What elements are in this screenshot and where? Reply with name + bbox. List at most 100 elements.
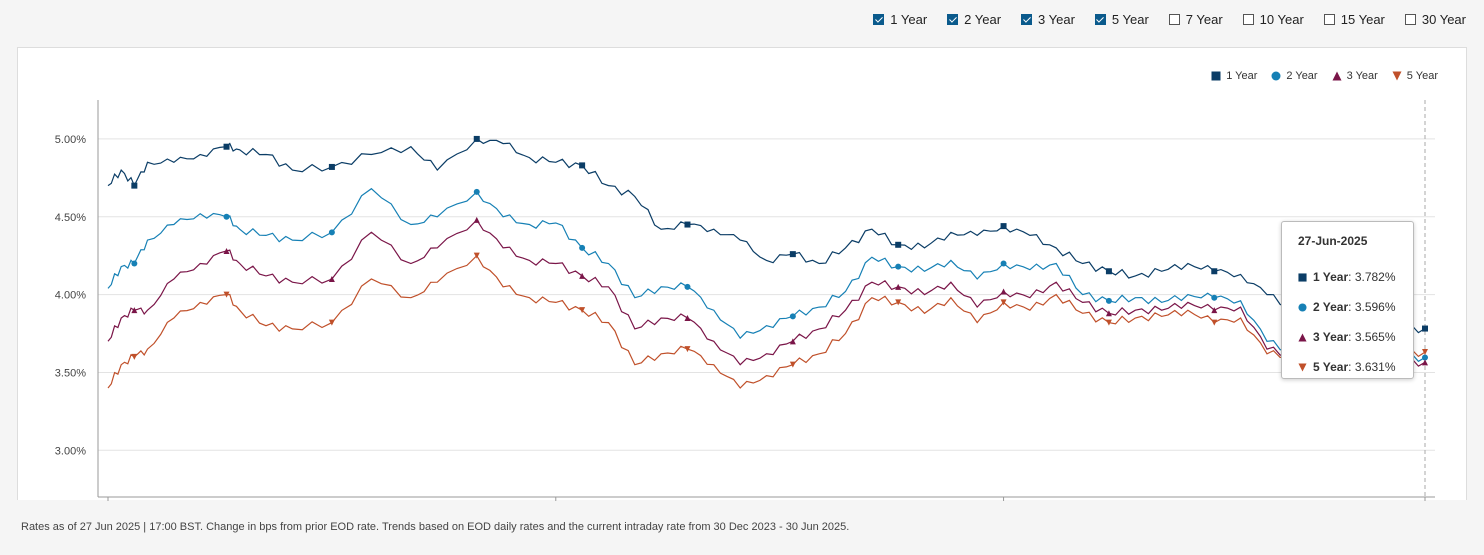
filter-5-year[interactable]: 5 Year bbox=[1094, 12, 1149, 27]
legend-item[interactable]: 5 Year bbox=[1392, 70, 1438, 82]
data-point bbox=[473, 216, 480, 223]
data-point bbox=[328, 163, 335, 170]
legend-label: 3 Year bbox=[1346, 70, 1378, 82]
footnote: Rates as of 27 Jun 2025 | 17:00 BST. Cha… bbox=[21, 521, 850, 533]
data-point bbox=[1000, 288, 1007, 295]
data-point bbox=[1211, 307, 1218, 314]
data-point bbox=[328, 319, 335, 326]
triangle-down-marker-icon bbox=[1392, 71, 1402, 81]
triangle-up-marker-icon bbox=[1298, 332, 1307, 342]
filter-2-year[interactable]: 2 Year bbox=[947, 12, 1001, 27]
checkbox-icon[interactable] bbox=[947, 14, 959, 25]
filter-15-year[interactable]: 15 Year bbox=[1323, 12, 1385, 27]
data-point bbox=[1211, 268, 1218, 275]
filter-label: 15 Year bbox=[1340, 12, 1385, 27]
y-tick-label: 3.50% bbox=[55, 367, 86, 379]
filter-1-year[interactable]: 1 Year bbox=[873, 12, 927, 27]
y-tick-label: 4.50% bbox=[55, 212, 86, 224]
data-point bbox=[1105, 310, 1112, 317]
tooltip-value: 5 Year: 3.631% bbox=[1313, 360, 1396, 374]
series-line bbox=[107, 187, 1426, 364]
filter-label: 30 Year bbox=[1421, 12, 1466, 27]
data-point bbox=[223, 143, 230, 150]
y-tick-label: 4.00% bbox=[55, 290, 86, 302]
legend-item[interactable]: 2 Year bbox=[1271, 70, 1318, 82]
circle-marker-icon bbox=[1298, 302, 1307, 312]
data-point bbox=[1211, 319, 1218, 326]
data-point bbox=[684, 283, 691, 290]
data-point bbox=[684, 314, 691, 321]
data-point bbox=[328, 276, 335, 283]
legend-label: 1 Year bbox=[1226, 70, 1258, 82]
data-point bbox=[895, 283, 902, 290]
data-point bbox=[1105, 297, 1112, 304]
series-line bbox=[107, 138, 1426, 334]
data-point bbox=[1105, 319, 1112, 326]
data-point bbox=[1000, 223, 1007, 230]
legend-item[interactable]: 3 Year bbox=[1332, 70, 1378, 82]
checkbox-icon[interactable] bbox=[873, 14, 885, 25]
filter-7-year[interactable]: 7 Year bbox=[1168, 12, 1223, 27]
data-point bbox=[328, 229, 335, 236]
y-tick-label: 5.00% bbox=[55, 134, 86, 146]
filter-30-year[interactable]: 30 Year bbox=[1404, 12, 1466, 27]
data-point bbox=[895, 241, 902, 248]
data-point bbox=[131, 182, 138, 189]
checkbox-icon[interactable] bbox=[1094, 14, 1106, 25]
tooltip-row: 2 Year: 3.596% bbox=[1298, 292, 1413, 322]
legend-label: 5 Year bbox=[1406, 70, 1438, 82]
data-point bbox=[131, 260, 138, 267]
data-point bbox=[684, 221, 691, 228]
data-point bbox=[223, 248, 230, 255]
filter-label: 2 Year bbox=[964, 12, 1002, 27]
tenor-filters: 1 Year 2 Year 3 Year 5 Year 7 Year 10 Year 15 … bbox=[873, 12, 1466, 27]
data-point bbox=[1422, 325, 1428, 332]
data-point bbox=[895, 263, 902, 270]
checkbox-icon[interactable] bbox=[1168, 14, 1180, 25]
legend-item[interactable]: 1 Year bbox=[1211, 70, 1257, 82]
data-point bbox=[684, 346, 691, 353]
filter-label: 5 Year bbox=[1111, 12, 1149, 27]
filter-3-year[interactable]: 3 Year bbox=[1021, 12, 1075, 27]
chart-tooltip: 27-Jun-2025 1 Year: 3.782% 2 Year: 3.596%… bbox=[1281, 221, 1414, 379]
data-point bbox=[1422, 359, 1428, 366]
filter-label: 10 Year bbox=[1259, 12, 1304, 27]
data-point bbox=[223, 213, 230, 220]
data-point bbox=[579, 244, 586, 251]
data-point bbox=[473, 188, 480, 195]
data-point bbox=[1211, 294, 1218, 301]
data-point bbox=[131, 307, 138, 314]
tooltip-row: 3 Year: 3.565% bbox=[1298, 322, 1413, 352]
data-point bbox=[895, 299, 902, 306]
tooltip-date: 27-Jun-2025 bbox=[1298, 234, 1368, 248]
data-point bbox=[1105, 268, 1112, 275]
filter-label: 1 Year bbox=[890, 12, 928, 27]
filter-10-year[interactable]: 10 Year bbox=[1242, 12, 1304, 27]
triangle-up-marker-icon bbox=[1332, 71, 1342, 81]
square-marker-icon bbox=[1298, 272, 1307, 282]
data-point bbox=[789, 338, 796, 345]
checkbox-icon[interactable] bbox=[1021, 14, 1033, 25]
line-chart: 3.00% 3.50% 4.00% 4.50% 5.00% bbox=[55, 100, 1435, 501]
filter-label: 3 Year bbox=[1038, 12, 1075, 27]
data-point bbox=[473, 252, 480, 259]
data-point bbox=[131, 353, 138, 360]
data-point bbox=[1422, 354, 1428, 361]
checkbox-icon[interactable] bbox=[1404, 14, 1416, 25]
tooltip-value: 1 Year: 3.782% bbox=[1313, 270, 1396, 284]
data-point bbox=[579, 162, 586, 169]
chart-legend: 1 Year 2 Year 3 Year 5 Year bbox=[1211, 70, 1438, 82]
tooltip-value: 2 Year: 3.596% bbox=[1313, 300, 1396, 314]
data-point bbox=[789, 313, 796, 320]
data-point bbox=[789, 251, 796, 258]
checkbox-icon[interactable] bbox=[1323, 14, 1335, 25]
tooltip-value: 3 Year: 3.565% bbox=[1313, 330, 1396, 344]
data-point bbox=[789, 361, 796, 368]
data-point bbox=[579, 307, 586, 314]
data-point bbox=[1000, 299, 1007, 306]
tooltip-row: 1 Year: 3.782% bbox=[1298, 262, 1413, 292]
tooltip-row: 5 Year: 3.631% bbox=[1298, 352, 1413, 382]
checkbox-icon[interactable] bbox=[1242, 14, 1254, 25]
data-point bbox=[223, 291, 230, 298]
legend-label: 2 Year bbox=[1286, 70, 1318, 82]
